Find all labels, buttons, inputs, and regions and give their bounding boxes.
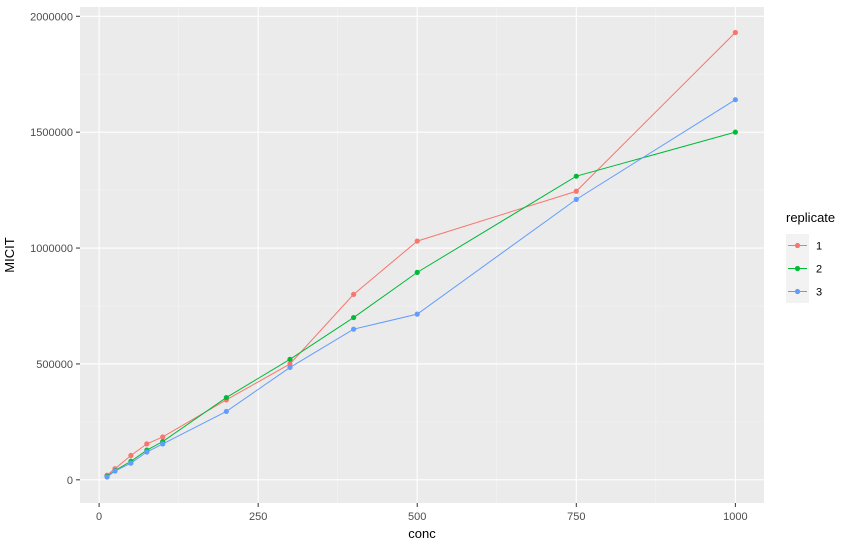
y-tick-label: 0 bbox=[67, 475, 73, 487]
data-point bbox=[223, 394, 229, 401]
plot-panel bbox=[80, 7, 764, 503]
legend-label: 2 bbox=[816, 264, 822, 276]
data-point bbox=[223, 408, 229, 415]
data-point bbox=[351, 314, 357, 321]
y-tick-label: 2000000 bbox=[30, 11, 73, 23]
data-point bbox=[144, 449, 150, 455]
legend-key-point bbox=[794, 265, 801, 272]
data-point bbox=[287, 356, 293, 362]
data-point bbox=[144, 441, 150, 447]
y-axis: 0 500000 1000000 1500000 2000000 bbox=[30, 11, 80, 487]
data-point bbox=[414, 269, 420, 275]
data-point bbox=[351, 326, 357, 332]
legend-label: 1 bbox=[816, 241, 822, 253]
series-3 bbox=[104, 97, 738, 480]
legend-title: replicate bbox=[786, 210, 835, 225]
x-axis-title: conc bbox=[408, 526, 436, 541]
x-tick-label: 0 bbox=[96, 511, 102, 523]
data-point bbox=[160, 441, 166, 447]
x-tick-label: 1000 bbox=[723, 511, 747, 523]
x-axis: 0 250 500 750 1000 bbox=[96, 503, 748, 523]
x-tick-label: 250 bbox=[249, 511, 267, 523]
legend-item-1: 1 bbox=[786, 234, 822, 257]
data-point bbox=[112, 468, 118, 474]
data-point bbox=[104, 474, 110, 480]
data-point bbox=[160, 434, 166, 440]
y-tick-label: 1500000 bbox=[30, 127, 73, 139]
data-point bbox=[287, 364, 293, 371]
grid-minor-lines bbox=[80, 7, 764, 503]
y-tick-label: 500000 bbox=[36, 359, 73, 371]
data-point bbox=[414, 238, 420, 244]
legend-label: 3 bbox=[816, 287, 822, 299]
data-point bbox=[414, 311, 420, 317]
x-tick-label: 750 bbox=[567, 511, 585, 523]
data-point bbox=[351, 291, 357, 298]
x-tick-label: 500 bbox=[408, 511, 426, 523]
data-point bbox=[732, 29, 738, 36]
data-point bbox=[732, 129, 738, 135]
data-point bbox=[573, 173, 579, 179]
legend: replicate 1 2 3 bbox=[786, 210, 835, 303]
legend-key-point bbox=[794, 288, 801, 295]
legend-key-point bbox=[794, 242, 801, 249]
data-point bbox=[128, 460, 134, 466]
data-point bbox=[573, 188, 579, 194]
y-tick-label: 1000000 bbox=[30, 243, 73, 255]
legend-item-3: 3 bbox=[786, 280, 822, 303]
data-point bbox=[128, 452, 134, 459]
grid-major-lines bbox=[80, 7, 764, 503]
data-point bbox=[732, 97, 738, 103]
legend-item-2: 2 bbox=[786, 257, 822, 280]
series-layer bbox=[104, 29, 738, 480]
data-point bbox=[573, 196, 579, 202]
y-axis-title: MICIT bbox=[2, 237, 17, 272]
